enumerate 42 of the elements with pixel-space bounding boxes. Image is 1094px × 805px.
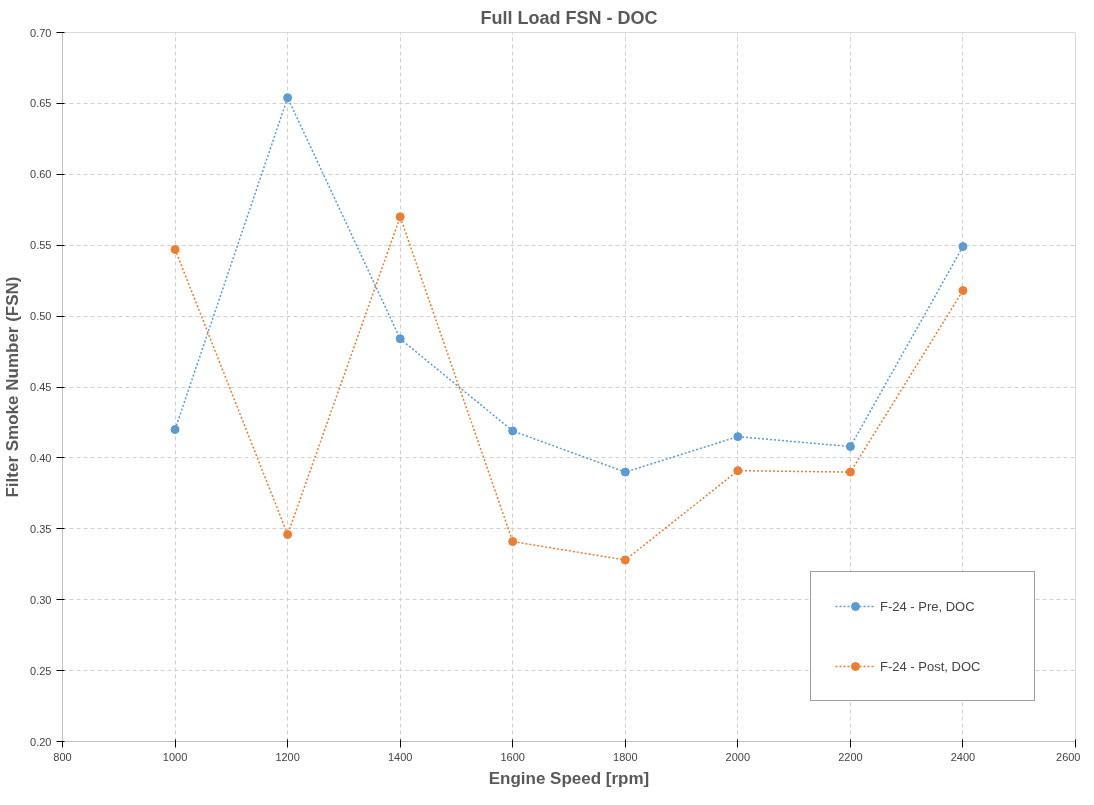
point: [958, 286, 968, 296]
x-tick-label: 1400: [387, 750, 413, 763]
point: [620, 467, 630, 477]
y-tick-label: 0.60: [30, 168, 52, 181]
x-tick-label: 1600: [500, 750, 525, 763]
x-tick-label: 800: [53, 750, 72, 763]
point: [733, 466, 743, 476]
y-tick-label: 0.20: [30, 735, 52, 748]
x-tick-label: 2200: [838, 750, 863, 763]
y-tick-label: 0.35: [30, 522, 52, 535]
point: [733, 432, 743, 442]
point: [620, 555, 630, 565]
x-tick-label: 2600: [1056, 750, 1081, 763]
point: [845, 467, 855, 477]
x-tick-label: 2400: [950, 750, 976, 763]
y-tick-label: 0.30: [30, 593, 52, 606]
point: [170, 244, 180, 254]
x-tick-label: 2000: [725, 750, 751, 763]
y-axis-title: Filter Smoke Number (FSN): [3, 276, 23, 498]
point: [508, 537, 518, 547]
x-tick-label: 1800: [613, 750, 638, 763]
y-tick-label: 0.45: [30, 381, 52, 393]
legend-label: F-24 - Post, DOC: [880, 658, 982, 674]
point: [395, 334, 405, 344]
point: [170, 425, 180, 435]
y-tick-label: 0.25: [30, 664, 52, 677]
y-tick-label: 0.40: [30, 451, 52, 464]
legend-label: F-24 - Pre, DOC: [880, 598, 976, 614]
y-tick-label: 0.70: [30, 26, 52, 39]
y-tick-label: 0.50: [30, 310, 52, 323]
point: [395, 212, 405, 222]
y-tick-label: 0.55: [30, 239, 52, 252]
x-tick-label: 1200: [275, 750, 300, 763]
point: [283, 529, 293, 539]
point: [508, 426, 518, 436]
x-axis-title: Engine Speed [rpm]: [488, 768, 650, 788]
point: [958, 242, 968, 252]
chart-title: Full Load FSN - DOC: [480, 7, 658, 28]
point: [283, 93, 293, 103]
point: [845, 442, 855, 452]
y-tick-label: 0.65: [30, 97, 52, 110]
x-tick-label: 1000: [162, 750, 188, 763]
